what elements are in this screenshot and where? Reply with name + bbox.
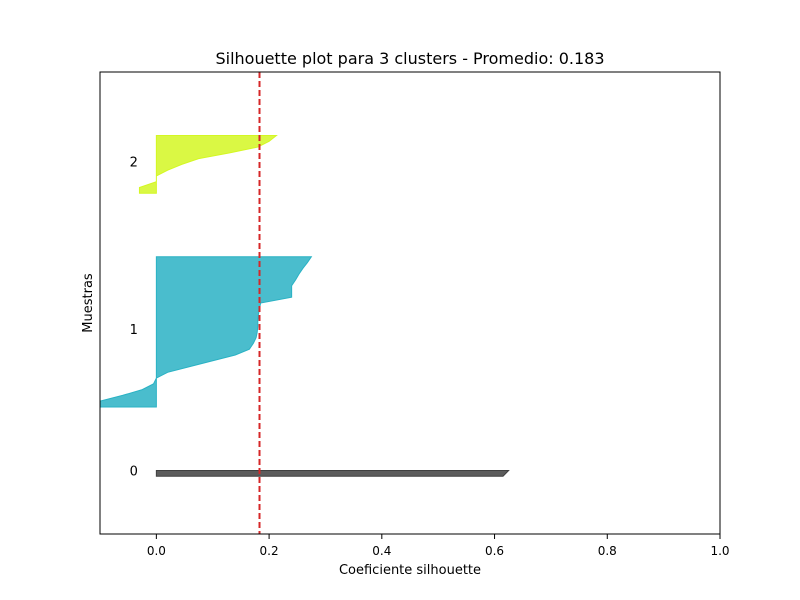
x-tick-label: 0.0: [147, 544, 166, 558]
cluster-labels: 0 1 2: [130, 156, 138, 480]
chart-title: Silhouette plot para 3 clusters - Promed…: [215, 49, 604, 68]
cluster-1-silhouette: [100, 256, 313, 408]
cluster-1-label: 1: [130, 323, 138, 338]
x-tick-label: 1.0: [710, 544, 729, 558]
x-tick-label: 0.2: [260, 544, 279, 558]
x-tick-label: 0.4: [372, 544, 391, 558]
x-tick-label: 0.8: [598, 544, 617, 558]
cluster-0-label: 0: [130, 464, 138, 479]
x-axis-label: Coeficiente silhouette: [339, 563, 481, 578]
plot-frame: [99, 71, 721, 535]
cluster-2-silhouette: [138, 135, 278, 194]
x-axis: 0.0 0.2 0.4 0.6 0.8 1.0: [147, 534, 730, 558]
clusters-layer: [100, 135, 510, 477]
y-axis-label: Muestras: [81, 273, 96, 333]
cluster-2-label: 2: [130, 156, 138, 171]
x-tick-label: 0.6: [485, 544, 504, 558]
cluster-0-silhouette: [155, 469, 510, 477]
